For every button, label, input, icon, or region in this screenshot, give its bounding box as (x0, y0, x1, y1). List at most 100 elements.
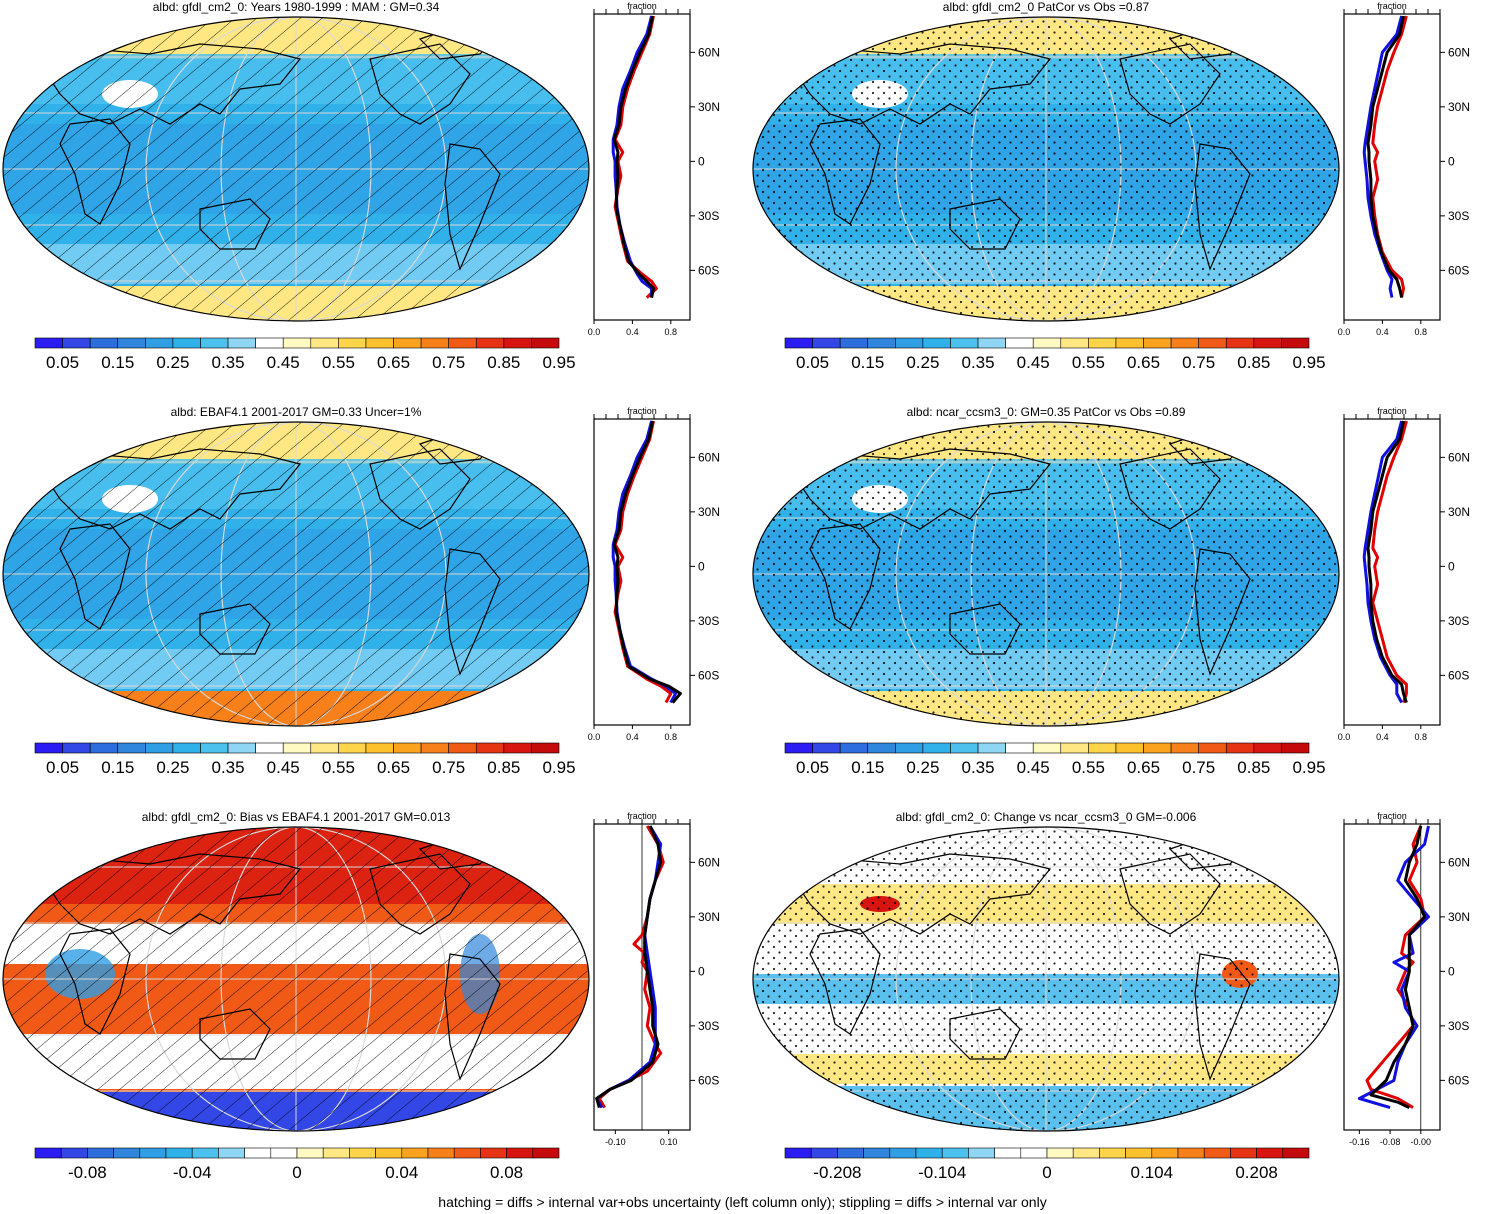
profile-ytick: 30S (1448, 1019, 1469, 1033)
colorbar-swatch (172, 337, 201, 349)
colorbar-label: 0.08 (490, 1163, 523, 1182)
colorbar-swatch (977, 337, 1006, 349)
colorbar-swatch (922, 337, 951, 349)
colorbar-swatch (1253, 742, 1282, 754)
colorbar-label: -0.208 (813, 1163, 861, 1182)
colorbar-label: 0.25 (906, 353, 939, 372)
profile-xtick: 0.0 (1338, 732, 1351, 742)
colorbar-label: 0.208 (1235, 1163, 1278, 1182)
colorbar-swatch (895, 742, 924, 754)
profile-series (1371, 420, 1408, 704)
colorbar-label: 0 (292, 1163, 301, 1182)
colorbar-swatch (867, 337, 896, 349)
colorbar: 0.05 0.15 0.25 0.35 0.45 0.55 0.65 0.75 0.85 0.95… (784, 742, 1326, 777)
panel-bias-vs-ebaf: albd: gfdl_cm2_0: Bias vs EBAF4.1 2001-2… (0, 810, 742, 1214)
profile-ytick: 30S (1448, 614, 1469, 628)
profile-xtick: 0.4 (626, 327, 639, 337)
profile-xtick: 0.4 (626, 732, 639, 742)
panel-ncar-patcor: albd: ncar_ccsm3_0: GM=0.35 PatCor vs Ob… (750, 405, 1485, 809)
zonal-mean-profile: fraction 60N 30N 0 30S 60S 0.0 0.4 0.8 (588, 406, 720, 742)
colorbar-swatch (1032, 337, 1062, 349)
colorbar-swatch (393, 742, 422, 754)
colorbar-swatch (1281, 337, 1310, 349)
colorbar-swatch (895, 337, 924, 349)
profile-ytick: 0 (698, 154, 705, 168)
colorbar-swatch (480, 1147, 507, 1159)
panel-gfdl-mam: albd: gfdl_cm2_0: Years 1980-1999 : MAM … (0, 0, 742, 404)
colorbar-swatch (34, 337, 63, 349)
colorbar-swatch (310, 337, 339, 349)
colorbar-swatch (531, 742, 560, 754)
colorbar-swatch (784, 337, 813, 349)
colorbar-label: 0.95 (542, 758, 575, 777)
colorbar-label: 0.35 (212, 758, 245, 777)
panel-change-vs-ncar: albd: gfdl_cm2_0: Change vs ncar_ccsm3_0… (750, 810, 1485, 1214)
zonal-mean-profile: fraction 60N 30N 0 30S 60S -0.10 0.10 (593, 811, 720, 1147)
colorbar-swatch (218, 1147, 245, 1159)
profile-ytick: 30N (698, 100, 720, 114)
colorbar-swatch (1198, 337, 1227, 349)
colorbar-swatch (1020, 1147, 1048, 1159)
colorbar-label: 0.15 (101, 758, 134, 777)
profile-series (597, 825, 665, 1109)
colorbar-label: 0.35 (212, 353, 245, 372)
colorbar-label: -0.08 (68, 1163, 107, 1182)
colorbar-swatch (784, 742, 813, 754)
profile-xtick: 0.0 (588, 732, 601, 742)
colorbar-label: 0 (1042, 1163, 1051, 1182)
profile-series (613, 420, 673, 704)
colorbar-label: 0.55 (1072, 353, 1105, 372)
colorbar-swatch (1253, 337, 1282, 349)
colorbar-swatch (1282, 1147, 1310, 1159)
colorbar-swatch (365, 337, 394, 349)
colorbar-label: 0.95 (1292, 353, 1325, 372)
colorbar-label: 0.75 (432, 353, 465, 372)
colorbar-swatch (863, 1147, 891, 1159)
colorbar-swatch (420, 337, 449, 349)
colorbar-swatch (1099, 1147, 1126, 1159)
panel-gfdl-patcor: albd: gfdl_cm2_0 PatCor vs Obs =0.87 0.0… (750, 0, 1485, 404)
colorbar-label: 0.45 (267, 353, 300, 372)
colorbar-swatch (977, 742, 1006, 754)
colorbar-label: 0.75 (1182, 758, 1215, 777)
colorbar-swatch (812, 337, 841, 349)
colorbar-swatch (310, 742, 339, 754)
profile-ytick: 60S (1448, 668, 1469, 682)
colorbar-label: 0.05 (796, 353, 829, 372)
profile-ytick: 60N (698, 45, 720, 59)
profile-ytick: 30S (698, 209, 719, 223)
panel-title: albd: gfdl_cm2_0: Change vs ncar_ccsm3_0… (895, 810, 1197, 824)
profile-series (595, 825, 663, 1109)
profile-ytick: 30S (698, 1019, 719, 1033)
colorbar-swatch (172, 742, 201, 754)
colorbar-swatch (941, 1147, 969, 1159)
colorbar-swatch (1115, 742, 1144, 754)
colorbar-swatch (950, 742, 979, 754)
colorbar-label: 0.75 (1182, 353, 1215, 372)
colorbar: -0.08 -0.04 0 0.04 0.08 (34, 1147, 560, 1182)
profile-xtick: -0.16 (1349, 1137, 1370, 1147)
colorbar-label: 0.65 (377, 353, 410, 372)
colorbar-swatch (810, 1147, 838, 1159)
colorbar-swatch (89, 337, 119, 349)
profile-xtick: 0.8 (1415, 732, 1428, 742)
profile-ytick: 30N (698, 910, 720, 924)
colorbar-label: 0.45 (267, 758, 300, 777)
profile-ytick: 30N (1448, 505, 1470, 519)
colorbar-swatch (867, 742, 896, 754)
profile-xtick: 0.0 (1338, 327, 1351, 337)
profile-ytick: 0 (1448, 964, 1455, 978)
colorbar-swatch (1060, 337, 1089, 349)
profile-series (1366, 420, 1408, 704)
colorbar-swatch (1125, 1147, 1153, 1159)
profile-xtick: 0.10 (660, 1137, 678, 1147)
panel-title: albd: gfdl_cm2_0: Bias vs EBAF4.1 2001-2… (141, 810, 451, 824)
colorbar-swatch (338, 337, 367, 349)
colorbar-swatch (1151, 1147, 1179, 1159)
profile-ytick: 0 (698, 559, 705, 573)
profile-xlabel: fraction (627, 406, 657, 416)
figure-footnote: hatching = diffs > internal var+obs unce… (438, 1194, 1047, 1210)
profile-xtick: 0.4 (1376, 327, 1389, 337)
profile-xtick: -0.10 (605, 1137, 626, 1147)
colorbar-label: 0.35 (962, 758, 995, 777)
